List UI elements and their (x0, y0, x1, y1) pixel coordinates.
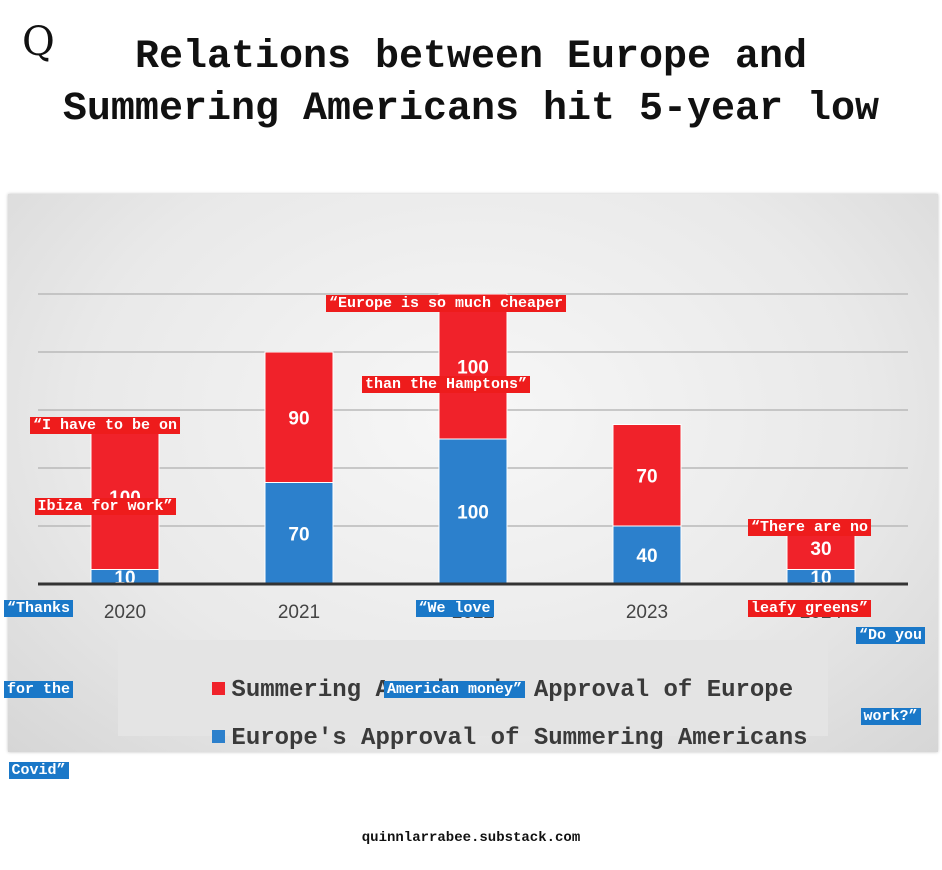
data-label-2021-red: 90 (288, 408, 309, 429)
bar-2022-red (438, 293, 508, 440)
bar-2022-blue (438, 438, 508, 585)
x-tick-label-2023: 2023 (626, 602, 668, 623)
data-label-2023-red: 70 (636, 466, 657, 487)
annotation-2024-red: “There are no leafy greens” (748, 460, 872, 649)
footer-credit: quinnlarrabee.substack.com (361, 830, 581, 846)
title-line-2: Summering Americans hit 5-year low (62, 87, 880, 132)
annotation-2024-blue-line-1: “Do you (856, 627, 926, 644)
x-tick-label-2021: 2021 (278, 602, 320, 623)
bar-2021-blue (264, 482, 334, 585)
data-label-2022-red: 100 (457, 358, 489, 379)
title-line-1: Relations between Europe and (134, 35, 808, 80)
annotation-2020-blue: “Thanks for the Covid” (4, 541, 74, 811)
annotation-2020-red-line-1: “I have to be on (30, 417, 181, 434)
legend-swatch-blue (212, 730, 226, 743)
bar-2020-red (90, 424, 160, 570)
legend-swatch-red (212, 682, 226, 695)
data-label-2020-blue: 10 (114, 568, 135, 589)
annotation-2020-blue-line-3: Covid” (8, 762, 69, 779)
legend-item-blue: Europe's Approval of Summering Americans (126, 698, 808, 779)
annotation-2024-red-line-1: “There are no (748, 519, 872, 536)
annotation-2020-red: “I have to be on Ibiza for work” (30, 358, 181, 547)
chart-panel: 1010020207090202110010020224070202310302… (8, 194, 938, 752)
x-tick-label-2020: 2020 (104, 602, 146, 623)
chart-title: Relations between Europe and Summering A… (0, 32, 942, 136)
annotation-2022-blue: “We love American money” (384, 541, 526, 730)
annotation-2024-blue-line-2: work?” (860, 708, 921, 725)
data-label-2023-blue: 40 (636, 546, 657, 567)
data-label-2022-blue: 100 (457, 503, 489, 524)
stacked-bar-chart: 1010020207090202110010020224070202310302… (38, 293, 908, 623)
annotation-2022-red: “Europe is so much cheaper than the Hamp… (326, 236, 567, 425)
annotation-2024-red-line-2: leafy greens” (748, 600, 872, 617)
annotation-2020-blue-line-1: “Thanks (4, 600, 74, 617)
annotation-2022-blue-line-2: American money” (384, 681, 526, 698)
annotation-2022-blue-line-1: “We love (415, 600, 494, 617)
legend-label-blue: Europe's Approval of Summering Americans (231, 725, 808, 752)
data-label-2021-blue: 70 (288, 524, 309, 545)
bar-2023-red (612, 424, 682, 527)
annotation-2024-blue: “Do you work?” (856, 568, 926, 757)
annotation-2020-blue-line-2: for the (4, 681, 74, 698)
bar-2023-blue (612, 525, 682, 585)
logo: Q (22, 19, 55, 65)
annotation-2020-red-line-2: Ibiza for work” (34, 498, 176, 515)
annotation-2022-red-line-2: than the Hamptons” (362, 376, 531, 393)
data-label-2024-red: 30 (810, 539, 831, 560)
annotation-2022-red-line-1: “Europe is so much cheaper (326, 295, 567, 312)
bar-2021-red (264, 351, 334, 483)
